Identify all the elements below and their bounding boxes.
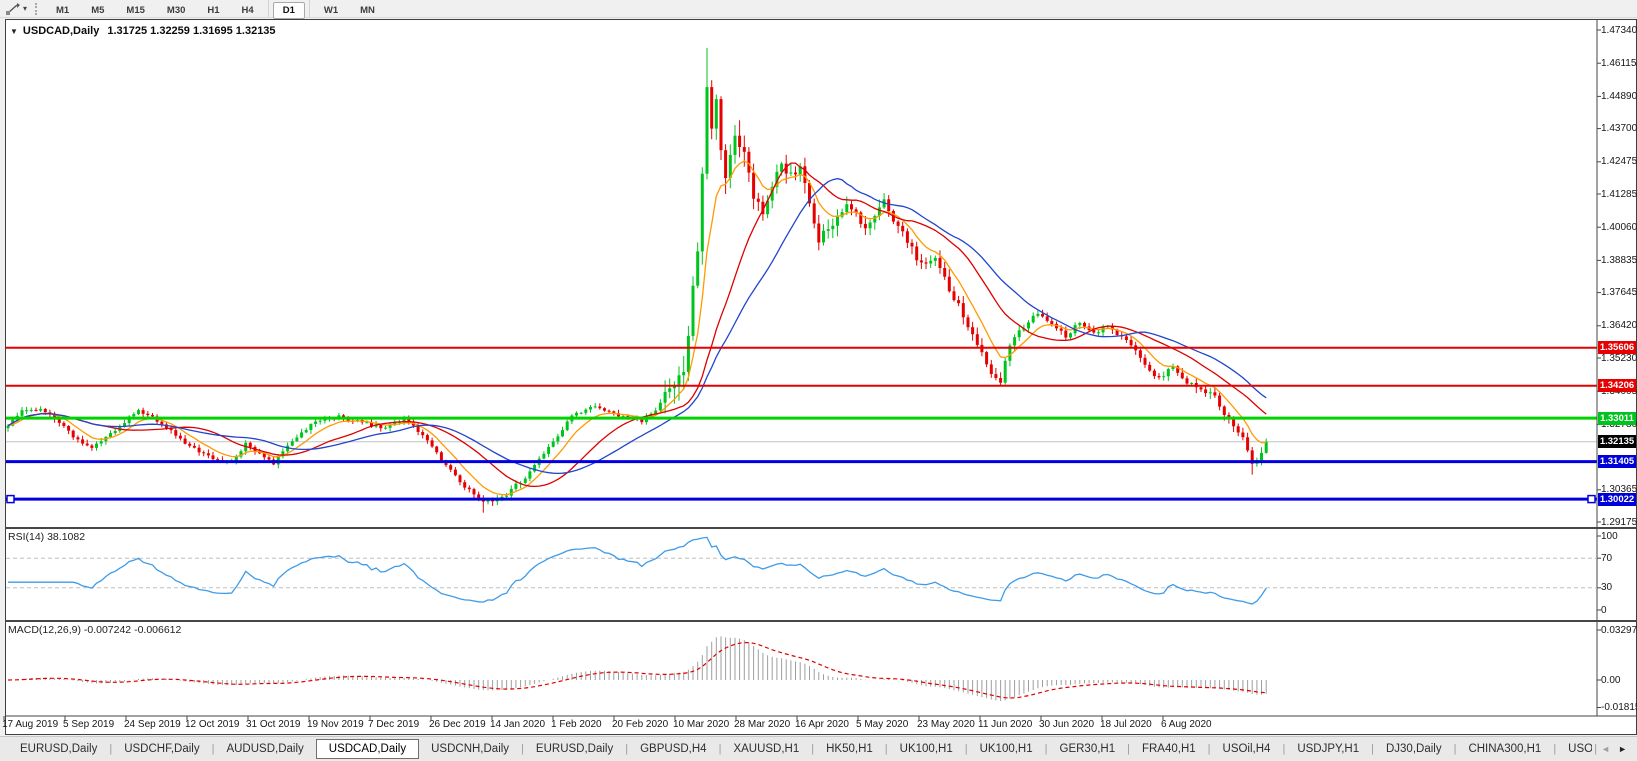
- chart-tab-bar: EURUSD,Daily | USDCHF,Daily | AUDUSD,Daily US…: [0, 736, 1637, 761]
- tab-scroll-arrows: | ◄ ►: [1594, 743, 1631, 755]
- timeframe-button-d1[interactable]: D1: [272, 1, 305, 19]
- chart-tab-eurusd-daily[interactable]: EURUSD,Daily: [20, 743, 98, 755]
- timeframe-button-m5[interactable]: M5: [91, 4, 105, 16]
- tab-separator: |: [1282, 743, 1286, 755]
- chart-tab-uk100-h1[interactable]: UK100,H1: [899, 743, 953, 755]
- toolbar-separator: [308, 0, 310, 17]
- timeframe-button-mn[interactable]: MN: [360, 4, 375, 16]
- tab-separator: |: [811, 743, 815, 755]
- tab-separator: |: [1371, 743, 1374, 755]
- chart-tab-hk50-h1[interactable]: HK50,H1: [826, 743, 873, 755]
- chart-tab-uk100-h1[interactable]: UK100,H1: [979, 743, 1033, 755]
- crosshair-tool-glyph: [6, 2, 20, 15]
- chart-tab-eurusd-daily[interactable]: EURUSD,Daily: [535, 743, 614, 755]
- crosshair-tool-icon[interactable]: [3, 1, 23, 16]
- tab-separator: |: [1594, 743, 1598, 755]
- chart-tab-usoil-h4[interactable]: USOil,H4: [1222, 743, 1271, 755]
- timeframe-button-w1[interactable]: W1: [323, 4, 339, 16]
- tab-separator: |: [1207, 743, 1211, 755]
- tab-separator: |: [521, 743, 524, 755]
- timeframe-button-m1[interactable]: M1: [56, 4, 70, 16]
- chart-tab-usdjpy-h1[interactable]: USDJPY,H1: [1297, 743, 1360, 755]
- tab-scroll-right-icon[interactable]: ►: [1618, 744, 1627, 754]
- chart-tabs: EURUSD,Daily | USDCHF,Daily | AUDUSD,Daily US…: [8, 739, 1592, 759]
- tab-separator: |: [1553, 743, 1557, 755]
- timeframe-button-h1[interactable]: H1: [207, 4, 220, 16]
- chart-tab-gbpusd-h4[interactable]: GBPUSD,H4: [640, 743, 707, 755]
- timeframe-button-h4[interactable]: H4: [241, 4, 254, 16]
- tab-separator: |: [884, 743, 888, 755]
- tool-dropdown-caret[interactable]: ▾: [23, 4, 28, 13]
- tab-separator: |: [964, 743, 968, 755]
- tab-separator: |: [1044, 743, 1048, 755]
- chart-tab-xauusd-h1[interactable]: XAUUSD,H1: [733, 743, 800, 755]
- tab-scroll-left-icon[interactable]: ◄: [1601, 744, 1611, 754]
- chart-tab-usdcad-daily[interactable]: USDCAD,Daily: [315, 739, 420, 759]
- chart-tab-audusd-daily[interactable]: AUDUSD,Daily: [226, 743, 304, 755]
- chart-tab-usdchf-daily[interactable]: USDCHF,Daily: [124, 743, 200, 755]
- toolbar-grip: [35, 2, 38, 15]
- tab-separator: |: [1453, 743, 1457, 755]
- timeframe-button-m15[interactable]: M15: [126, 4, 145, 16]
- chart-canvas[interactable]: [5, 19, 1637, 735]
- tab-separator: |: [718, 743, 722, 755]
- tab-separator: |: [211, 743, 215, 755]
- tab-separator: |: [109, 743, 113, 755]
- chart-tab-dj30-daily[interactable]: DJ30,Daily: [1385, 743, 1442, 755]
- top-toolbar: ▾ M1 M5 M15 M30 H1 H4 D1 W1 MN: [0, 0, 1637, 19]
- chart-tab-usoil-h1[interactable]: USOil,H1: [1568, 743, 1593, 755]
- tab-separator: |: [1127, 743, 1130, 755]
- toolbar-separator: [267, 0, 269, 17]
- chart-tab-china300-h1[interactable]: CHINA300,H1: [1468, 743, 1542, 755]
- chart-tab-usdcnh-daily[interactable]: USDCNH,Daily: [431, 743, 510, 755]
- tab-separator: |: [625, 743, 629, 755]
- chart-tab-fra40-h1[interactable]: FRA40,H1: [1141, 743, 1196, 755]
- chart-tab-ger30-h1[interactable]: GER30,H1: [1059, 743, 1116, 755]
- timeframe-button-group: M1 M5 M15 M30 H1 H4 D1 W1 MN: [45, 0, 386, 19]
- timeframe-button-m30[interactable]: M30: [166, 4, 186, 16]
